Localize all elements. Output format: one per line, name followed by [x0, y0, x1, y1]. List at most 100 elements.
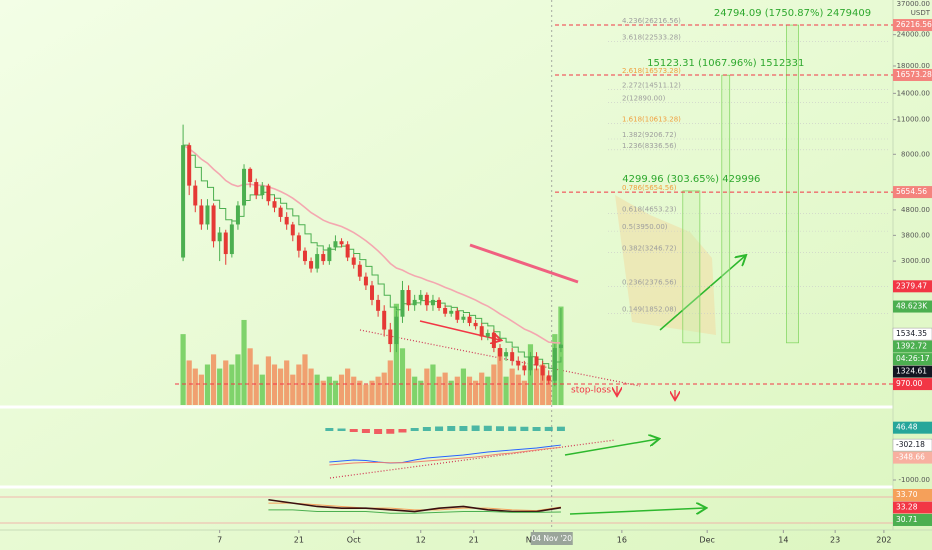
candle-body [248, 168, 253, 183]
candle-body [333, 241, 338, 248]
candle-body [388, 329, 393, 345]
price-tag-label: 33.28 [896, 502, 918, 511]
price-tag [893, 365, 932, 378]
candle-body [479, 326, 484, 337]
annotation: stop-loss [571, 386, 611, 396]
volume-bar [405, 368, 412, 405]
x-tick-label: 21 [469, 536, 479, 545]
candle-body [187, 145, 192, 186]
volume-bar [277, 368, 284, 405]
fib-label: 2.618(16573.28) [622, 67, 681, 75]
candle-body [485, 332, 490, 337]
fib-label: 0.149(1852.08) [622, 306, 677, 314]
candle-body [223, 232, 228, 255]
x-tick-label: 12 [416, 536, 426, 545]
candle-body [516, 360, 521, 366]
candle-body [211, 205, 216, 242]
candle-body [437, 299, 442, 308]
projection-area [615, 195, 716, 335]
fib-label: 1.236(8336.56) [622, 142, 677, 150]
price-tag [893, 488, 932, 501]
volume-bar [265, 356, 272, 405]
candle-body [339, 241, 344, 245]
volume-bar [223, 360, 229, 405]
price-tag-label: 970.00 [896, 379, 922, 388]
candle-body [357, 264, 362, 277]
price-tag-label: 5654.56 [896, 187, 927, 196]
fib-label: 0.5(3950.00) [622, 223, 668, 231]
candle-body [266, 185, 271, 202]
volume-bar [399, 348, 406, 405]
price-tag [893, 280, 932, 293]
macd-histogram [422, 427, 431, 431]
y-tick-label: 24000.00 [897, 31, 930, 39]
volume-bar [192, 368, 198, 405]
arrow [569, 508, 705, 515]
volume-bar [204, 364, 211, 405]
x-tick-label: 23 [830, 536, 840, 545]
volume-bar [546, 376, 552, 405]
crosshair-label: 04 Nov '20 [532, 534, 573, 543]
candle-body [199, 205, 204, 225]
candle-body [290, 224, 295, 236]
candle-body [284, 216, 289, 225]
oscillator-line [268, 509, 561, 514]
candle-body [546, 375, 551, 381]
price-tag-label: -302.18 [896, 440, 925, 449]
fib-label: 1.382(9206.72) [622, 131, 677, 139]
fib-label: 4.236(26216.56) [622, 17, 681, 25]
candle-body [363, 276, 368, 286]
x-tick-label: 16 [617, 536, 627, 545]
candle-body [370, 285, 375, 300]
trend-line [359, 329, 641, 387]
arrow [419, 320, 500, 340]
price-tag-label: 30.71 [896, 515, 918, 524]
candle-body [461, 316, 466, 320]
moving-average [182, 144, 561, 344]
candle-body [449, 310, 454, 314]
candle-body [302, 250, 307, 262]
crosshair-tag [530, 532, 573, 545]
volume-bar [436, 376, 442, 405]
volume-bar [381, 372, 387, 405]
price-tag-label: 16573.28 [896, 70, 932, 79]
candle-body [382, 310, 387, 330]
y-tick-label: -1000.00 [899, 476, 930, 484]
price-tag [893, 353, 932, 366]
volume-bar [369, 380, 375, 405]
candle-body [400, 290, 405, 317]
volume-bar [229, 364, 235, 405]
price-tag [892, 438, 932, 452]
volume-bar [509, 368, 515, 405]
candle-body [327, 247, 332, 262]
volume-bar [460, 368, 467, 405]
macd-histogram [337, 428, 346, 431]
candle-body [443, 307, 448, 314]
volume-bar [326, 376, 332, 405]
volume-bar [241, 319, 247, 405]
candle-body [309, 261, 314, 269]
macd-line [329, 444, 561, 464]
y-tick-label: 18000.00 [897, 62, 930, 70]
y-tick-label: 3800.00 [901, 231, 930, 239]
volume-bar [180, 334, 186, 405]
candle-body [558, 344, 563, 349]
macd-histogram [361, 429, 370, 433]
price-tag-label: 33.70 [896, 490, 918, 499]
candle-body [467, 316, 472, 323]
x-tick-label: Oct [347, 536, 361, 545]
volume-bar [521, 380, 527, 405]
macd-histogram [495, 426, 504, 431]
price-tag [893, 300, 932, 313]
fib-label: 0.618(4653.23) [622, 205, 677, 213]
volume-bar [454, 376, 460, 405]
volume-bar [424, 368, 430, 405]
price-tag-label: 1324.61 [896, 367, 927, 376]
candle-body [528, 356, 533, 371]
volume-bar [448, 380, 454, 405]
volume-bar [271, 364, 278, 405]
macd-histogram [544, 426, 553, 431]
volume-bar [308, 368, 314, 405]
volume-bar [210, 354, 217, 405]
